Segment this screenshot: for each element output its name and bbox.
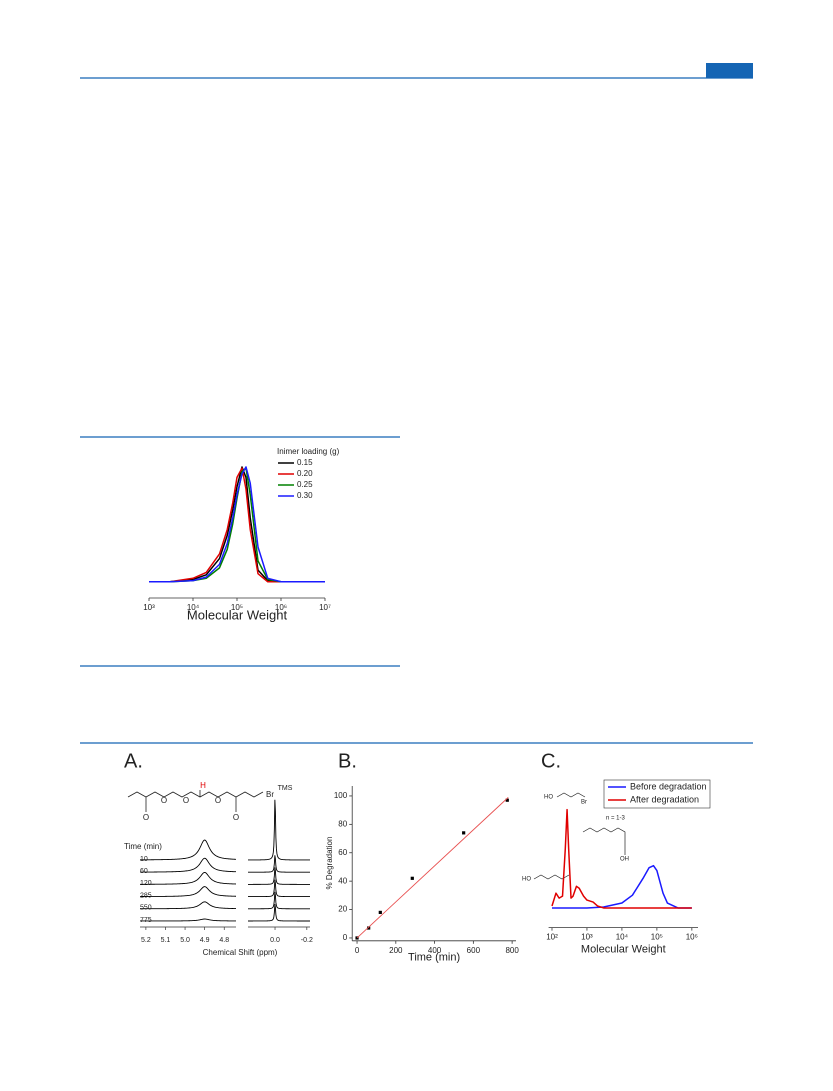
spectrum bbox=[140, 867, 310, 885]
y-tick-label: 80 bbox=[338, 819, 347, 828]
x-tick-label: 4.9 bbox=[200, 937, 210, 944]
legend-title: Inimer loading (g) bbox=[277, 447, 340, 456]
x-tick-label: 10² bbox=[546, 933, 558, 942]
x-tick-label: 10⁵ bbox=[231, 603, 243, 612]
data-line bbox=[356, 797, 509, 939]
x-axis-title: Molecular Weight bbox=[581, 944, 666, 956]
legend-label: 0.30 bbox=[297, 491, 313, 500]
x-axis-title: Chemical Shift (ppm) bbox=[203, 948, 278, 957]
x-tick-label: -0.2 bbox=[301, 937, 313, 944]
time-label: 775 bbox=[140, 917, 152, 924]
panel-label: C. bbox=[541, 750, 561, 772]
x-tick-label: 10³ bbox=[581, 933, 593, 942]
x-tick-label: 5.2 bbox=[141, 937, 151, 944]
data-point bbox=[505, 798, 509, 802]
x-tick-label: 10⁶ bbox=[686, 933, 698, 942]
data-point bbox=[367, 926, 371, 930]
x-tick-label: 400 bbox=[428, 946, 442, 955]
time-label: 10 bbox=[140, 856, 148, 863]
atom-label: HO bbox=[544, 795, 553, 801]
spectrum bbox=[140, 891, 310, 910]
atom-label: O bbox=[215, 796, 221, 805]
data-point bbox=[378, 910, 382, 914]
x-tick-label: 10⁴ bbox=[187, 603, 200, 612]
time-label: 60 bbox=[140, 868, 148, 875]
time-label: 550 bbox=[140, 905, 152, 912]
y-tick-label: 0 bbox=[343, 933, 348, 942]
legend-box bbox=[603, 779, 711, 809]
y-tick-label: 100 bbox=[334, 791, 348, 800]
panel-label: B. bbox=[338, 750, 357, 772]
data-line bbox=[551, 864, 692, 909]
y-tick-label: 20 bbox=[338, 905, 347, 914]
y-tick-label: 40 bbox=[338, 876, 347, 885]
spectrum bbox=[140, 879, 310, 898]
spectrum bbox=[139, 799, 310, 861]
atom-label: HO bbox=[522, 877, 531, 883]
legend-label: Before degradation bbox=[630, 781, 707, 791]
x-tick-label: 0 bbox=[355, 946, 360, 955]
data-point bbox=[355, 936, 359, 940]
data-point bbox=[410, 876, 414, 880]
spectrum bbox=[139, 855, 310, 873]
atom-label: OH bbox=[620, 857, 629, 863]
atom-label: O bbox=[233, 813, 239, 822]
x-tick-label: 10⁴ bbox=[616, 933, 629, 942]
x-tick-label: 5.0 bbox=[180, 937, 190, 944]
legend-label: 0.15 bbox=[297, 458, 313, 467]
annotation: TMS bbox=[278, 785, 293, 792]
data-line bbox=[149, 467, 325, 583]
x-tick-label: 200 bbox=[389, 946, 403, 955]
data-line bbox=[149, 466, 325, 583]
y-tick-label: 60 bbox=[338, 848, 347, 857]
data-line bbox=[551, 808, 692, 909]
molecule-bonds bbox=[127, 791, 264, 798]
series-title: Time (min) bbox=[124, 842, 162, 851]
x-tick-label: 600 bbox=[467, 946, 481, 955]
x-tick-label: 5.1 bbox=[161, 937, 171, 944]
atom-label: Br bbox=[581, 800, 587, 806]
repeat-label: n = 1-3 bbox=[606, 816, 626, 822]
molecule-bonds bbox=[582, 827, 626, 855]
atom-label: Br bbox=[266, 790, 274, 799]
atom-label: O bbox=[143, 813, 149, 822]
y-axis-title: % Degradation bbox=[325, 837, 334, 890]
x-tick-label: 10³ bbox=[143, 603, 155, 612]
data-point bbox=[462, 831, 466, 835]
x-tick-label: 0.0 bbox=[270, 937, 280, 944]
x-tick-label: 10⁶ bbox=[275, 603, 287, 612]
atom-label: O bbox=[183, 796, 189, 805]
x-tick-label: 10⁷ bbox=[319, 603, 331, 612]
x-tick-label: 10⁵ bbox=[651, 933, 663, 942]
time-label: 285 bbox=[140, 892, 152, 899]
x-axis-title: Time (min) bbox=[408, 952, 460, 964]
spectrum bbox=[140, 903, 310, 922]
atom-label: O bbox=[161, 796, 167, 805]
x-tick-label: 4.8 bbox=[219, 937, 229, 944]
header-tab bbox=[706, 63, 753, 78]
x-axis-title: Molecular Weight bbox=[187, 607, 288, 622]
panel-label: A. bbox=[124, 750, 143, 772]
legend-label: 0.25 bbox=[297, 480, 313, 489]
atom-label: H bbox=[200, 781, 206, 790]
molecule-bonds bbox=[556, 792, 586, 798]
data-line bbox=[149, 466, 325, 583]
x-tick-label: 800 bbox=[505, 946, 519, 955]
time-label: 120 bbox=[140, 880, 152, 887]
legend-label: After degradation bbox=[630, 794, 699, 804]
legend-label: 0.20 bbox=[297, 469, 313, 478]
